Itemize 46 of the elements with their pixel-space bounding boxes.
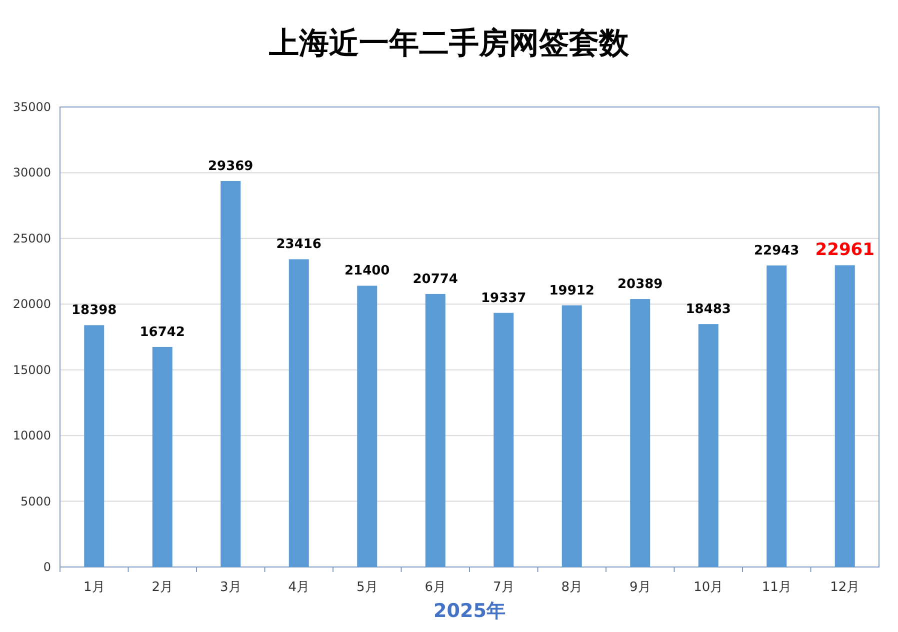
x-tick-label: 10月 <box>694 580 724 595</box>
bar <box>698 324 718 567</box>
bar <box>562 305 582 567</box>
data-label: 18483 <box>686 302 731 318</box>
data-label: 21400 <box>344 264 390 279</box>
x-tick-label: 7月 <box>492 580 514 595</box>
data-label: 20774 <box>412 272 458 287</box>
y-tick-label: 25000 <box>12 231 51 246</box>
data-label: 23416 <box>276 237 322 252</box>
y-tick-label: 35000 <box>12 100 51 114</box>
y-tick-label: 0 <box>43 560 51 574</box>
bar <box>494 312 514 567</box>
chart-title: 上海近一年二手房网签套数 <box>268 26 630 61</box>
x-tick-label: 4月 <box>288 580 310 595</box>
bar <box>152 346 172 567</box>
bar <box>84 325 104 567</box>
y-tick-label: 5000 <box>20 494 51 508</box>
data-label: 22943 <box>754 243 800 258</box>
bar <box>220 181 241 567</box>
data-label: 18398 <box>72 303 117 318</box>
bar <box>425 294 446 567</box>
x-tick-label: 1月 <box>83 580 105 595</box>
y-tick-label: 30000 <box>12 166 51 180</box>
data-label: 19337 <box>481 290 526 306</box>
data-label: 29369 <box>208 159 254 174</box>
x-tick-label: 3月 <box>220 580 242 595</box>
data-label: 20389 <box>618 277 663 292</box>
bar <box>630 299 650 567</box>
data-label: 16742 <box>140 324 185 340</box>
data-label: 19912 <box>549 283 594 298</box>
x-tick-label: 8月 <box>561 580 583 595</box>
data-label: 22961 <box>815 240 874 260</box>
y-tick-label: 10000 <box>12 428 51 443</box>
bar <box>288 259 309 567</box>
bar <box>357 286 378 567</box>
bar <box>766 265 787 567</box>
bar <box>834 265 855 567</box>
x-tick-label: 2月 <box>152 580 174 595</box>
x-axis-title: 2025年 <box>434 600 506 622</box>
x-tick-label: 12月 <box>830 580 860 595</box>
y-tick-label: 20000 <box>12 297 51 312</box>
x-tick-label: 6月 <box>424 580 446 595</box>
x-tick-label: 9月 <box>629 580 651 595</box>
x-tick-label: 5月 <box>356 580 378 595</box>
x-tick-label: 11月 <box>762 580 792 595</box>
y-tick-label: 15000 <box>12 362 51 377</box>
